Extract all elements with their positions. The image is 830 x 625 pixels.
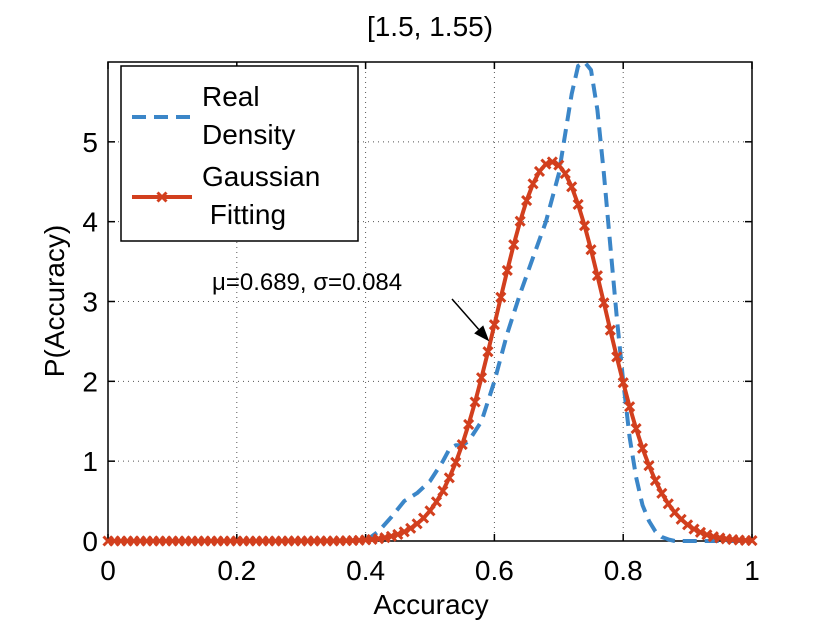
series-gaussian-marker	[521, 195, 533, 207]
x-tick-label: 0	[100, 555, 116, 586]
series-gaussian-marker	[463, 418, 475, 430]
series-gaussian-marker	[546, 156, 558, 168]
y-tick-label: 5	[82, 127, 98, 158]
annotation-text: μ=0.689, σ=0.084	[212, 269, 402, 296]
axis-ticks: 0 0.2 0.4 0.6 0.8 1 0 1 2 3 4 5	[82, 62, 760, 586]
series-gaussian-marker	[469, 396, 481, 408]
x-tick-label: 0.6	[475, 555, 514, 586]
series-gaussian-marker	[566, 181, 578, 193]
series-gaussian-marker	[424, 505, 436, 517]
legend-box	[120, 65, 359, 242]
x-tick-label: 0.8	[604, 555, 643, 586]
series-gaussian-marker	[430, 496, 443, 508]
y-tick-label: 3	[82, 287, 98, 318]
series-gaussian-marker	[630, 423, 642, 435]
series-gaussian-marker	[624, 401, 636, 413]
series-gaussian-marker	[688, 523, 700, 535]
legend-gaussian-marker-x	[156, 191, 168, 203]
series-gaussian-marker	[437, 485, 449, 497]
legend-gaussian-line2: Fitting	[202, 199, 286, 230]
series-gaussian-marker	[443, 472, 455, 484]
x-tick-label: 1	[744, 555, 760, 586]
series-gaussian-marker	[578, 220, 591, 232]
legend-real-density-line1: Real	[202, 81, 260, 112]
series-gaussian-marker	[636, 442, 649, 454]
series-gaussian-marker	[495, 291, 507, 303]
legend-gaussian-marker	[156, 191, 168, 203]
series-gaussian-marker	[482, 346, 494, 358]
x-axis-label: Accuracy	[373, 589, 488, 620]
chart-title: [1.5, 1.55)	[367, 11, 493, 42]
series-gaussian-marker	[572, 198, 584, 210]
annotation-arrow-head	[474, 325, 490, 342]
annotation: μ=0.689, σ=0.084	[212, 269, 490, 342]
series-gaussian-marker	[456, 439, 468, 451]
legend: Real Density Gaussian Fitting	[120, 65, 359, 242]
x-tick-label: 0.4	[346, 555, 385, 586]
series-real-density-line	[364, 60, 752, 543]
series-gaussian-marker	[604, 324, 616, 336]
series-gaussian-marker	[649, 475, 661, 487]
series-gaussian-marker	[746, 535, 758, 547]
series-gaussian-marker	[398, 526, 410, 538]
y-tick-label: 1	[82, 446, 98, 477]
series-gaussian-marker	[488, 319, 500, 331]
series-gaussian-marker	[559, 167, 571, 180]
legend-real-density-line2: Density	[202, 119, 295, 150]
series-gaussian-marker	[643, 460, 655, 472]
annotation-arrow-line	[451, 298, 480, 330]
series-gaussian-marker	[475, 372, 488, 384]
series-gaussian-marker	[392, 528, 404, 540]
series-gaussian-marker	[508, 239, 520, 251]
y-tick-label: 2	[82, 366, 98, 397]
y-tick-label: 4	[82, 207, 98, 238]
series-gaussian-marker	[611, 351, 623, 363]
series-gaussian-marker	[585, 244, 597, 256]
y-tick-label: 0	[82, 526, 98, 557]
series-gaussian-marker	[527, 178, 539, 190]
series-gaussian-marker	[591, 270, 604, 282]
x-tick-label: 0.2	[217, 555, 256, 586]
series-gaussian-marker	[656, 487, 668, 499]
series-gaussian-marker	[514, 215, 526, 227]
series-gaussian-marker	[598, 297, 610, 309]
plot-area	[102, 60, 758, 547]
series-gaussian-marker	[662, 498, 674, 510]
series-gaussian-marker	[682, 519, 694, 531]
series-gaussian-marker	[617, 377, 629, 389]
y-axis-label: P(Accuracy)	[39, 225, 70, 377]
series-gaussian-marker	[450, 456, 462, 468]
series-gaussian-marker	[501, 264, 513, 276]
legend-gaussian-line1: Gaussian	[202, 161, 320, 192]
